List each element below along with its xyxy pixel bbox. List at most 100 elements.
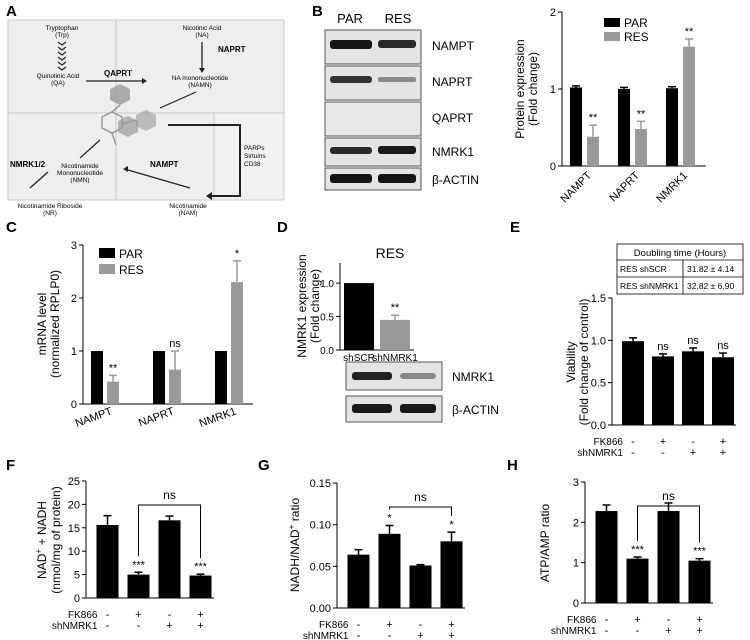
bar [158, 520, 181, 598]
y-tick-label: 2 [573, 517, 579, 529]
treatment-label-fk866: FK866 [68, 610, 98, 621]
bar [440, 541, 463, 608]
nad-consumption-arrowhead-icon [206, 192, 212, 200]
tryptophan-abbr: (Trp) [55, 32, 69, 39]
fk866-sign: - [357, 619, 361, 631]
y-tick-label: 0.05 [310, 561, 331, 573]
significance-label: ns [687, 335, 699, 347]
namn-abbr: (NAMN) [188, 82, 211, 89]
quinolinic-abbr: (QA) [51, 80, 65, 87]
y-tick-label: 2 [550, 7, 556, 19]
blot-strip-qaprt [324, 101, 422, 137]
table-header: Doubling time (Hours) [634, 248, 726, 259]
band-naprt-res [378, 77, 416, 82]
shnmrk1-sign: + [665, 625, 671, 637]
y-tick-label: 25 [68, 476, 80, 488]
panel-label-g: G [258, 457, 270, 474]
y-tick-label: 20 [68, 499, 80, 511]
bar [344, 283, 374, 350]
table-frame [616, 243, 744, 295]
multi-step-chevrons-icon [57, 41, 67, 71]
y-axis-label: Protein expression(Fold change) [513, 39, 540, 138]
fk866-sign: - [667, 614, 671, 626]
bracket-label: ns [163, 488, 176, 502]
treatment-label-shnmrk1: shNMRK1 [551, 626, 597, 637]
bracket-label: ns [414, 490, 427, 504]
blot-d-label-nmrk1: NMRK1 [452, 370, 494, 384]
chart-title: RES [376, 245, 405, 261]
y-tick-label: 1.0 [320, 279, 334, 290]
fk866-sign: + [197, 609, 203, 621]
band-naprt-par [330, 76, 372, 83]
shnmrk1-sign: + [720, 447, 726, 459]
nmn-abbr: (NMN) [70, 177, 89, 184]
bar [169, 369, 181, 404]
nr-label: Nicotinamide Riboside [18, 203, 83, 210]
band-nmrk1-res [378, 146, 416, 154]
panel-label-d: D [277, 219, 288, 236]
shnmrk1-sign: - [661, 447, 665, 459]
significance-label: ** [391, 302, 400, 314]
y-tick-label: 1 [71, 346, 77, 358]
significance-label: ns [657, 341, 669, 353]
treatment-label-shnmrk1: shNMRK1 [303, 631, 349, 640]
fk866-sign: + [660, 436, 666, 448]
pathway-diagram: Tryptophan (Trp) Quinolinic Acid (QA) QA… [7, 19, 285, 217]
y-tick-label: 0.0 [591, 420, 606, 432]
significance-bracket [389, 506, 452, 517]
band-actin-par [330, 174, 372, 183]
bar [153, 351, 165, 404]
y-tick-label: 1.0 [591, 335, 606, 347]
y-tick-label: 1 [550, 84, 556, 96]
bar [712, 357, 734, 425]
fk866-sign: + [135, 609, 141, 621]
nad-molecule-icon [101, 84, 156, 146]
band-d-nmrk1-shnmrk1 [400, 373, 436, 379]
bar [683, 46, 695, 166]
bar [666, 88, 678, 166]
significance-label: * [449, 519, 454, 531]
shnmrk1-sign: + [197, 620, 203, 632]
panel-label-b: B [312, 3, 323, 20]
fk866-sign: + [386, 619, 392, 631]
bar [380, 319, 410, 350]
table-row-value: 31.82 ± 4.14 [687, 264, 734, 274]
consumer-parps: PARPs [244, 145, 265, 152]
bar [96, 524, 119, 598]
shnmrk1-sign: - [137, 620, 141, 632]
band-nmrk1-par [330, 147, 372, 154]
bar [409, 565, 432, 608]
blot-label-nampt: NAMPT [432, 39, 475, 53]
blot-label-qaprt: QAPRT [432, 111, 474, 125]
y-tick-label: 0.15 [310, 478, 331, 490]
bar [570, 87, 582, 166]
bar [622, 341, 644, 425]
fk866-sign: - [419, 619, 423, 631]
treatment-label-fk866: FK866 [594, 437, 624, 448]
y-tick-label: 3 [71, 240, 77, 252]
legend-swatch [99, 264, 115, 274]
significance-label: ** [589, 112, 598, 124]
treatment-label-shnmrk1: shNMRK1 [52, 621, 98, 632]
y-axis-label: ATP/AMP ratio [538, 504, 552, 583]
x-tick-label: NMRK1 [654, 170, 690, 206]
band-actin-res [378, 174, 416, 183]
y-axis-label: NMRK1 expression(Fold change) [295, 254, 322, 357]
nr-abbr: (NR) [43, 210, 57, 217]
blot-label-actin: β-ACTIN [432, 173, 479, 187]
shnmrk1-sign: + [448, 630, 454, 640]
panel-label-h: H [507, 457, 518, 474]
treatment-label-shnmrk1: shNMRK1 [577, 448, 623, 459]
nicotinic-acid-abbr: (NA) [195, 32, 208, 39]
bar [626, 558, 649, 603]
y-axis-label: mRNA level(normalized RPLP0) [35, 270, 62, 378]
nad-consumption-arrow [168, 124, 241, 197]
bar [618, 89, 630, 166]
fk866-sign: - [168, 609, 172, 621]
significance-label: *** [693, 546, 707, 558]
x-tick-label: NAPRT [137, 405, 176, 429]
y-axis-label: Viability(Fold change of control) [564, 299, 591, 426]
significance-label: *** [194, 561, 208, 573]
panel-label-c: C [6, 219, 17, 236]
significance-bracket [138, 504, 201, 559]
